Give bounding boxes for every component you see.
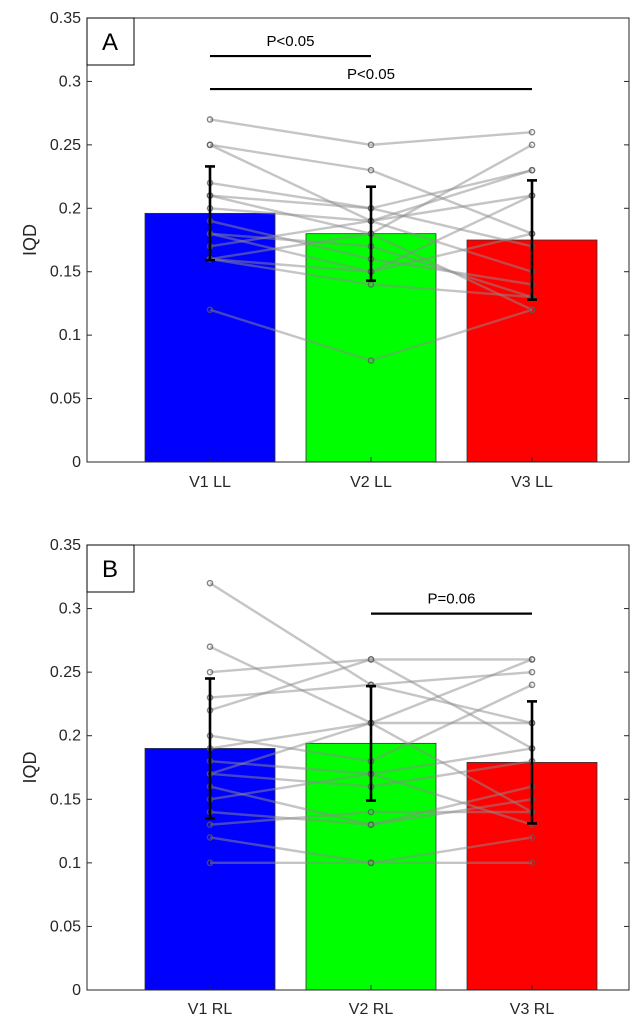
subject-line bbox=[209, 658, 533, 750]
subject-point bbox=[367, 141, 375, 149]
significance-label: P=0.06 bbox=[428, 591, 476, 608]
y-axis-label: IQD bbox=[20, 224, 40, 256]
subject-point bbox=[206, 859, 214, 867]
significance-label: P<0.05 bbox=[267, 33, 315, 50]
panel-label: A bbox=[102, 29, 118, 56]
subject-point bbox=[206, 834, 214, 841]
y-tick-label: 0.15 bbox=[50, 791, 81, 808]
subject-point bbox=[528, 306, 536, 314]
subject-line bbox=[209, 810, 532, 826]
y-tick-label: 0.05 bbox=[50, 918, 81, 935]
subject-point bbox=[528, 128, 536, 136]
chart-panel-a: 0 0.05 0.1 0.15 0.2 0.25 0.3 0.35 P<0.05 P<0.05 V1… bbox=[20, 10, 630, 491]
subject-point bbox=[528, 141, 536, 149]
subject-point bbox=[367, 656, 375, 663]
subject-point bbox=[528, 859, 536, 867]
plot-frame bbox=[86, 17, 630, 463]
subject-point bbox=[367, 808, 375, 816]
y-tick-label: 0.2 bbox=[59, 200, 81, 217]
subject-point bbox=[206, 668, 214, 676]
x-tick-label: V1 RL bbox=[188, 1001, 233, 1018]
y-tick-label: 0.2 bbox=[59, 728, 81, 745]
panel-label: B bbox=[102, 556, 118, 583]
x-tick-label: V2 LL bbox=[350, 474, 392, 491]
subject-line bbox=[209, 118, 533, 147]
subject-point bbox=[367, 859, 375, 867]
y-tick-label: 0.1 bbox=[59, 855, 81, 872]
subject-point bbox=[206, 643, 214, 651]
subject-point bbox=[528, 656, 536, 663]
x-tick-label: V1 LL bbox=[189, 474, 231, 491]
subject-point bbox=[206, 821, 214, 829]
subject-point bbox=[206, 141, 214, 149]
subject-point bbox=[206, 116, 214, 123]
x-tick-label: V2 RL bbox=[349, 1001, 394, 1018]
x-tick-label: V3 LL bbox=[511, 474, 553, 491]
chart-panel-b: 0 0.05 0.1 0.15 0.2 0.25 0.3 0.35 P=0.06 V1 RL V2 … bbox=[20, 537, 630, 1018]
subject-point bbox=[367, 166, 375, 174]
y-tick-label: 0 bbox=[72, 982, 81, 999]
y-tick-label: 0.25 bbox=[50, 664, 81, 681]
subject-point bbox=[528, 166, 536, 174]
subject-line bbox=[209, 143, 533, 235]
subject-point bbox=[367, 357, 375, 364]
subject-line bbox=[209, 308, 533, 362]
significance-label: P<0.05 bbox=[347, 66, 395, 83]
y-tick-label: 0 bbox=[72, 454, 81, 471]
y-tick-label: 0.15 bbox=[50, 264, 81, 281]
subject-line bbox=[209, 798, 533, 826]
subject-point bbox=[206, 579, 214, 587]
subject-point bbox=[206, 306, 214, 314]
y-tick-label: 0.3 bbox=[59, 601, 81, 618]
plot-frame bbox=[86, 544, 630, 991]
x-tick-label: V3 RL bbox=[510, 1001, 555, 1018]
y-tick-label: 0.35 bbox=[50, 537, 81, 554]
panel-label-box bbox=[86, 544, 135, 593]
subject-point bbox=[528, 668, 536, 676]
y-tick-label: 0.05 bbox=[50, 391, 81, 408]
subject-line bbox=[209, 257, 533, 299]
y-axis-label: IQD bbox=[20, 751, 40, 783]
y-tick-label: 0.1 bbox=[59, 327, 81, 344]
y-tick-label: 0.3 bbox=[59, 73, 81, 90]
subject-point bbox=[528, 834, 536, 841]
subject-point bbox=[528, 681, 536, 689]
subject-point bbox=[367, 821, 375, 829]
y-tick-label: 0.35 bbox=[50, 10, 81, 27]
y-tick-label: 0.25 bbox=[50, 137, 81, 154]
panel-label-box bbox=[86, 17, 135, 66]
